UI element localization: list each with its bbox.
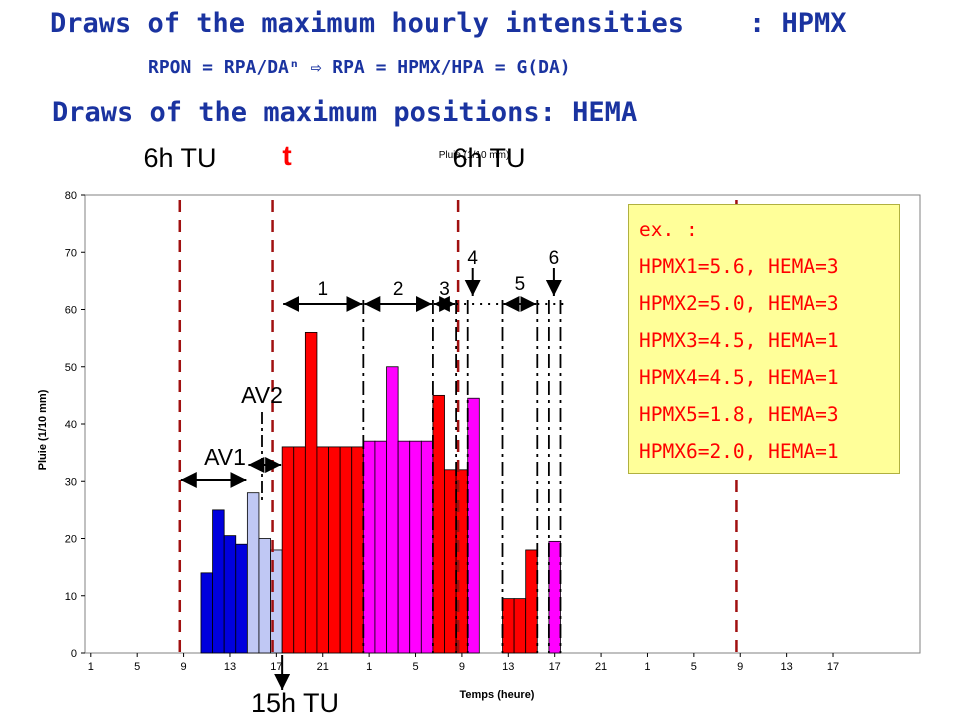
y-tick-label: 60 [65,305,77,317]
x-tick-label: 9 [459,661,465,673]
example-line: HPMX1=5.6, HEMA=3 [639,255,839,278]
group-label-1: 1 [317,279,328,300]
chart-title: Pluie (1/10 mm) [439,150,510,161]
bar-AV2 [246,492,260,654]
example-line: HPMX6=2.0, HEMA=1 [639,440,839,463]
bar-2 [397,440,411,654]
bar-2 [362,440,376,654]
x-tick-label: 1 [644,661,650,673]
title-hema: Draws of the maximum positions: HEMA [52,97,638,128]
top-t-label: t [282,140,291,171]
group-label-5: 5 [515,274,526,295]
top-6h-tu-right: 6h TU [452,143,525,173]
bar-1 [304,331,318,654]
x-tick-label: 9 [737,661,743,673]
av1-label: AV1 [204,444,246,470]
bar-2 [420,440,434,654]
x-tick-label: 9 [181,661,187,673]
y-tick-label: 10 [65,591,77,603]
y-tick-label: 50 [65,362,77,374]
bar-1 [293,446,306,654]
bar-AV1 [200,572,213,654]
bar-5 [513,598,527,654]
bar-3 [444,469,457,654]
x-tick-label: 17 [827,661,839,673]
title-hpmx: Draws of the maximum hourly intensities … [50,8,847,39]
bar-2 [374,440,387,654]
bar-AV2 [258,538,271,654]
example-box: ex. : HPMX1=5.6, HEMA=3 HPMX2=5.0, HEMA=… [628,204,900,474]
group-label-3: 3 [439,279,450,300]
x-tick-label: 21 [317,661,329,673]
example-line: HPMX5=1.8, HEMA=3 [639,403,839,426]
y-axis-label: Pluie (1/10 mm) [37,389,49,470]
bar-4 [467,397,480,654]
example-line: HPMX2=5.0, HEMA=3 [639,292,839,315]
bar-AV1 [235,543,248,654]
bar-2 [409,440,422,654]
bar-6 [548,540,561,654]
x-tick-label: 17 [270,661,282,673]
x-tick-label: 5 [691,661,697,673]
bar-2 [386,366,399,654]
av2-label: AV2 [241,382,283,408]
x-tick-label: 17 [549,661,561,673]
bar-1 [339,446,353,654]
bar-5 [525,549,538,654]
formula-rpon: RPON = RPA/DAⁿ ⇨ RPA = HPMX/HPA = G(DA) [148,57,571,78]
top-6h-tu-left: 6h TU [143,143,216,173]
x-tick-label: 5 [134,661,140,673]
x-axis-label: Temps (heure) [460,689,535,701]
bar-1 [351,446,364,654]
example-line: HPMX3=4.5, HEMA=1 [639,329,839,352]
y-tick-label: 40 [65,419,77,431]
group-label-6: 6 [549,248,560,269]
x-tick-label: 1 [88,661,94,673]
x-tick-label: 13 [781,661,793,673]
bar-AV1 [212,509,225,654]
group-label-2: 2 [393,279,404,300]
bar-1 [281,446,295,654]
bar-1 [316,446,329,654]
y-tick-label: 30 [65,476,77,488]
x-tick-label: 13 [502,661,514,673]
bar-3 [432,394,445,654]
x-tick-label: 1 [366,661,372,673]
bar-5 [502,598,515,654]
bottom-15h-tu: 15h TU [251,688,339,718]
x-tick-label: 21 [595,661,607,673]
x-tick-label: 13 [224,661,236,673]
bar-AV1 [223,535,237,654]
x-tick-label: 5 [412,661,418,673]
y-tick-label: 20 [65,534,77,546]
y-tick-label: 80 [65,190,77,202]
example-line: ex. : [639,218,698,241]
group-label-4: 4 [467,248,478,269]
y-tick-label: 0 [71,648,77,660]
example-line: HPMX4=4.5, HEMA=1 [639,366,839,389]
y-tick-label: 70 [65,247,77,259]
bar-1 [328,446,341,654]
